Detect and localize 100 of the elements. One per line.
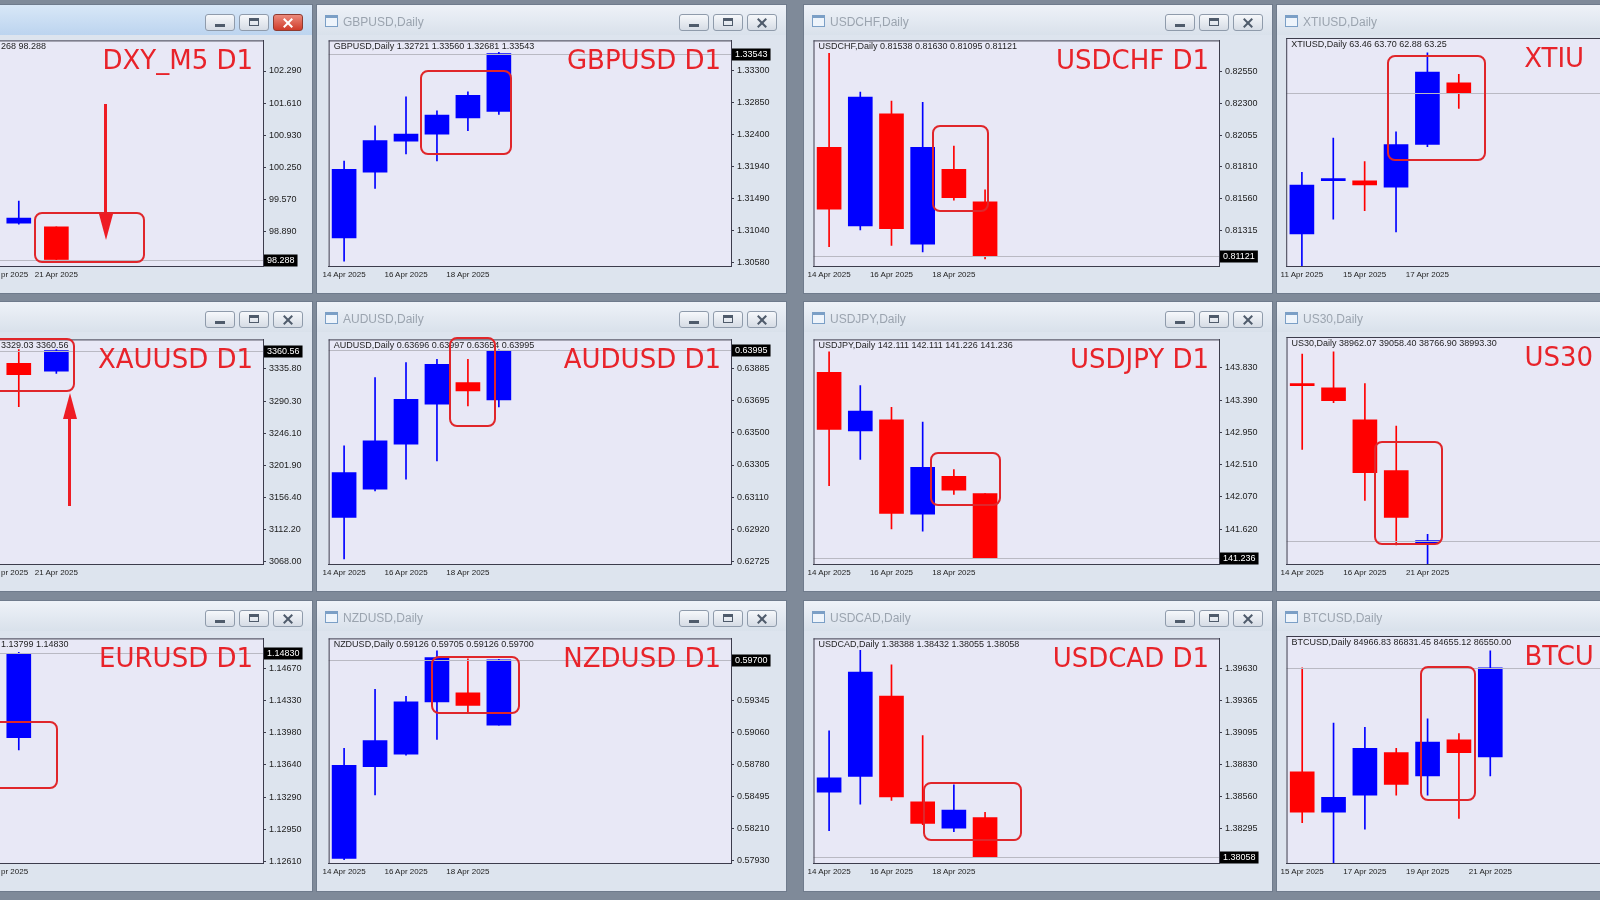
chart-title: US30,Daily: [1303, 312, 1364, 326]
x-tick-label: 21 Apr 2025: [1468, 867, 1513, 876]
x-tick-label: 21 Apr 2025: [34, 270, 79, 279]
x-tick-label: 16 Apr 2025: [384, 270, 429, 279]
x-tick-label: 18 Apr 2025: [932, 270, 976, 279]
x-tick-label: 18 Apr 2025: [446, 270, 491, 279]
chart-title: GBPUSD,Daily: [343, 15, 424, 29]
ref-line-label: 0.81121: [1223, 250, 1255, 261]
y-tick-label: 0.82055: [1225, 129, 1258, 140]
y-tick-label: 142.950: [1225, 426, 1258, 437]
y-tick-label: 1.31490: [737, 192, 770, 203]
y-tick-label: 0.59345: [737, 694, 770, 705]
y-tick-label: 1.38295: [1225, 823, 1258, 834]
candlestick: [362, 689, 388, 796]
chart-title: XTIUSD,Daily: [1303, 15, 1378, 29]
y-tick-label: 3335.80: [269, 362, 302, 373]
y-tick-label: 1.13980: [269, 727, 302, 738]
y-tick-label: 1.39630: [1225, 662, 1258, 673]
candlestick: [393, 96, 419, 155]
y-tick-label: 141.620: [1225, 524, 1258, 535]
chart-subtitle: GBPUSD,Daily 1.32721 1.33560 1.32681 1.33543: [333, 41, 535, 52]
annotation: US30: [1524, 342, 1594, 372]
chart-title: USDJPY,Daily: [830, 312, 906, 326]
y-tick-label: 100.250: [269, 161, 302, 172]
y-tick-label: 101.610: [269, 97, 302, 108]
chart-title: BTCUSD,Daily: [1303, 611, 1383, 625]
chart-title: AUDUSD,Daily: [343, 312, 424, 326]
y-tick-label: 3112.20: [269, 524, 301, 535]
y-tick-label: 1.32400: [737, 128, 770, 139]
y-tick-label: 0.63110: [737, 491, 769, 502]
x-tick-label: 21 Apr 2025: [34, 568, 79, 577]
ref-line-label: 0.63995: [735, 344, 768, 355]
y-tick-label: 0.59060: [737, 727, 770, 738]
x-tick-label: 11 Apr 2025: [1280, 270, 1324, 279]
y-tick-label: 143.390: [1225, 394, 1258, 405]
y-tick-label: 1.14670: [269, 662, 302, 673]
y-tick-label: 142.510: [1225, 458, 1258, 469]
y-tick-label: 0.81315: [1225, 225, 1258, 236]
y-tick-label: 0.58495: [737, 791, 770, 802]
candlestick: [1320, 137, 1346, 220]
annotation: USDCAD D1: [1052, 643, 1209, 674]
y-tick-label: 98.890: [269, 225, 297, 236]
x-tick-label: 21 Apr 2025: [1406, 568, 1450, 577]
y-tick-label: 1.33300: [737, 65, 770, 76]
y-tick-label: 1.38830: [1225, 759, 1258, 769]
y-tick-label: 0.81560: [1225, 193, 1258, 204]
y-tick-label: 3201.90: [269, 459, 302, 470]
chart-subtitle: NZDUSD,Daily 0.59126 0.59705 0.59126 0.59700: [333, 639, 534, 650]
text: pr 2025: [1, 270, 29, 280]
x-tick-label: 18 Apr 2025: [446, 568, 491, 577]
y-tick-label: 0.81810: [1225, 161, 1258, 172]
y-tick-label: 1.30580: [737, 256, 770, 267]
x-tick-label: 15 Apr 2025: [1343, 270, 1387, 279]
x-tick-label: 14 Apr 2025: [807, 867, 852, 876]
text: pr 2025: [1, 568, 29, 578]
x-tick-label: 14 Apr 2025: [1280, 568, 1325, 577]
y-tick-label: 0.63500: [737, 427, 770, 438]
y-tick-label: 1.39095: [1225, 727, 1258, 738]
ref-line-label: 98.288: [267, 254, 295, 265]
x-tick-label: 16 Apr 2025: [384, 568, 429, 577]
x-tick-label: 19 Apr 2025: [1406, 867, 1450, 876]
x-tick-label: 14 Apr 2025: [322, 867, 367, 876]
annotation: NZDUSD D1: [563, 643, 721, 674]
x-tick-label: 16 Apr 2025: [384, 867, 429, 876]
chart-title: USDCHF,Daily: [830, 15, 909, 29]
candlestick: [455, 359, 481, 407]
chart-subtitle: USDCHF,Daily 0.81538 0.81630 0.81095 0.81121: [818, 41, 1017, 52]
y-tick-label: 1.12610: [269, 855, 302, 866]
annotation: USDJPY D1: [1069, 344, 1209, 375]
x-tick-label: 18 Apr 2025: [932, 867, 976, 876]
y-tick-label: 0.63305: [737, 459, 770, 470]
chart-subtitle: XTIUSD,Daily 63.46 63.70 62.88 63.25: [1291, 38, 1447, 49]
ref-line-label: 1.33543: [735, 48, 768, 59]
chart-subtitle: 1.13799 1.14830: [1, 639, 69, 650]
y-tick-label: 3290.30: [269, 395, 302, 406]
y-tick-label: 1.13640: [269, 759, 302, 770]
candlestick: [816, 730, 842, 831]
x-tick-label: 16 Apr 2025: [869, 568, 914, 577]
chart-title: NZDUSD,Daily: [343, 611, 424, 625]
annotation: EURUSD D1: [99, 643, 253, 674]
y-tick-label: 0.57930: [737, 855, 770, 866]
y-tick-label: 100.930: [269, 129, 302, 140]
y-tick-label: 0.62725: [737, 555, 770, 566]
annotation: AUDUSD D1: [563, 344, 721, 375]
y-tick-label: 0.63695: [737, 394, 770, 405]
y-tick-label: 0.82300: [1225, 98, 1258, 109]
ref-line-label: 0.59700: [735, 654, 768, 665]
x-tick-label: 14 Apr 2025: [322, 270, 367, 279]
x-tick-label: 18 Apr 2025: [446, 867, 491, 876]
ref-line-label: 141.236: [1223, 552, 1256, 563]
annotation: XTIU: [1524, 43, 1585, 73]
ref-line-label: 1.14830: [267, 647, 300, 658]
candlestick: [1446, 733, 1472, 819]
ref-line-label: 1.38058: [1223, 851, 1256, 862]
annotation: USDCHF D1: [1055, 45, 1209, 76]
ref-line-label: 3360.56: [267, 345, 300, 356]
y-tick-label: 1.12950: [269, 823, 302, 834]
y-tick-label: 3068.00: [269, 556, 302, 567]
chart-subtitle: USDCAD,Daily 1.38388 1.38432 1.38055 1.38058: [818, 639, 1020, 650]
y-tick-label: 0.62920: [737, 523, 770, 534]
